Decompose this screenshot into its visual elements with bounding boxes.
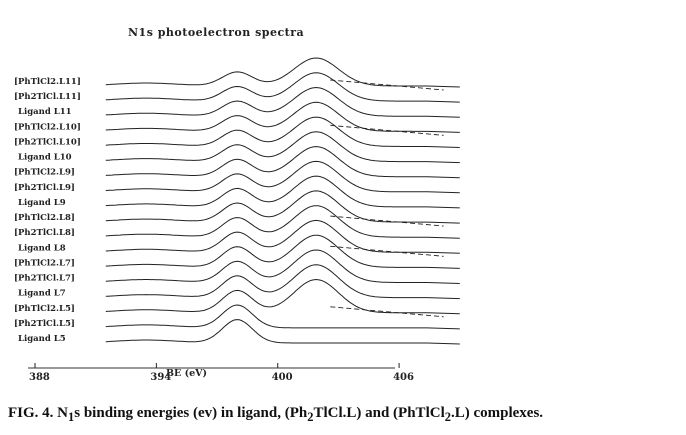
spectrum-trace <box>105 72 460 103</box>
caption-sub-2: 2 <box>307 410 314 424</box>
spectrum-trace <box>105 264 460 300</box>
series-label: Ligand L7 <box>18 289 66 299</box>
shoulder-dashed-line <box>330 245 444 257</box>
series-label: [PhTlCl2.L7] <box>14 258 75 268</box>
shoulder-dashed-line <box>330 124 444 136</box>
spectrum-trace <box>105 146 460 179</box>
series-label: Ligand L8 <box>18 243 66 253</box>
spectra-traces <box>105 57 460 345</box>
series-label: Ligand L9 <box>18 198 66 208</box>
spectrum-trace <box>105 131 460 164</box>
series-label: [PhTlCl2.L8] <box>14 213 75 223</box>
caption-sub-3: 2 <box>444 410 451 424</box>
series-label: [PhTlCl2.L10] <box>14 122 81 132</box>
spectrum-trace <box>105 86 460 118</box>
series-label: Ligand L10 <box>18 153 72 163</box>
spectrum-trace <box>105 190 460 224</box>
spectrum-trace <box>105 175 460 209</box>
x-tick-label: 400 <box>272 372 293 383</box>
spectrum-trace <box>105 278 460 315</box>
series-label: [PhTlCl2.L5] <box>14 304 75 314</box>
shoulder-dashed-line <box>330 306 444 318</box>
series-label: [Ph2TlCl.L5] <box>14 319 75 329</box>
spectrum-trace <box>105 319 460 345</box>
series-label: Ligand L11 <box>18 107 72 117</box>
series-label: Ligand L5 <box>18 334 66 344</box>
spectrum-trace <box>105 234 460 269</box>
spectrum-trace <box>105 160 460 194</box>
shoulder-dashed-line <box>330 215 444 227</box>
spectrum-trace <box>105 249 460 284</box>
x-tick-label: 394 <box>150 372 171 383</box>
x-tick-label: 406 <box>393 372 414 383</box>
series-label: [Ph2TlCl.L8] <box>14 228 75 238</box>
x-tick-label: 388 <box>29 372 50 383</box>
spectrum-trace <box>105 304 460 330</box>
caption-mid: s binding energies (ev) in ligand, (Ph <box>74 405 308 421</box>
shoulder-dashed-line <box>330 79 444 91</box>
series-label: [PhTlCl2.L9] <box>14 168 75 178</box>
series-label: [Ph2TlCl.L7] <box>14 274 75 284</box>
series-labels: [PhTlCl2.L11] [Ph2TlCl.L11] Ligand L11 [PhT… <box>14 77 81 344</box>
spectrum-trace <box>105 205 460 239</box>
caption-prefix: FIG. 4. N <box>8 405 68 421</box>
series-label: [Ph2TlCl.L11] <box>14 92 81 102</box>
series-label: [PhTlCl2.L11] <box>14 77 81 87</box>
series-label: [Ph2TlCl.L9] <box>14 183 75 193</box>
series-label: [Ph2TlCl.L10] <box>14 137 81 147</box>
spectrum-trace <box>105 116 460 148</box>
x-axis-ticks: 388 394 400 406 <box>29 363 414 383</box>
caption-suffix: .L) complexes. <box>450 405 544 421</box>
spectrum-trace <box>105 57 460 88</box>
spectrum-trace <box>105 101 460 133</box>
caption-sub-1: 1 <box>68 410 75 424</box>
figure-caption: FIG. 4. N1s binding energies (ev) in lig… <box>8 405 678 425</box>
spectrum-trace <box>105 219 460 254</box>
caption-mid-2: TlCl.L) and (PhTlCl <box>313 405 445 421</box>
chart-title: N1s photoelectron spectra <box>128 26 304 39</box>
x-axis-label: BE (eV) <box>166 368 207 379</box>
